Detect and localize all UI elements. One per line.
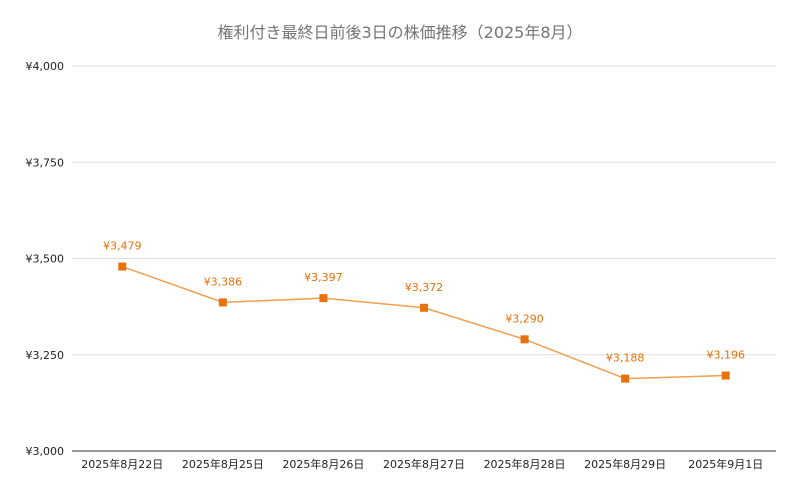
x-tick-label: 2025年8月26日: [282, 457, 364, 471]
y-tick-label: ¥3,500: [26, 253, 65, 266]
data-point: [319, 294, 328, 303]
data-point: [218, 298, 227, 307]
x-tick-label: 2025年8月27日: [383, 457, 465, 471]
data-label: ¥3,290: [505, 312, 544, 325]
data-labels: ¥3,479 ¥3,386 ¥3,397 ¥3,372 ¥3,290 ¥3,188 ¥3,1…: [103, 240, 745, 365]
gridlines: [72, 65, 776, 356]
x-axis-ticks: 2025年8月22日 2025年8月25日 2025年8月26日 2025年8月27日…: [81, 457, 763, 471]
x-tick-label: 2025年9月1日: [688, 457, 763, 471]
data-label: ¥3,397: [304, 271, 343, 284]
data-label: ¥3,479: [103, 240, 142, 253]
data-label: ¥3,196: [706, 349, 745, 362]
y-axis-ticks: ¥3,000 ¥3,250 ¥3,500 ¥3,750 ¥4,000: [26, 60, 65, 458]
y-tick-label: ¥3,750: [26, 156, 65, 169]
data-point: [621, 374, 630, 383]
data-point: [721, 371, 730, 380]
y-tick-label: ¥3,000: [26, 445, 65, 458]
data-point: [118, 262, 127, 271]
data-label: ¥3,386: [204, 275, 243, 288]
data-label: ¥3,372: [405, 281, 444, 294]
series-price: [118, 262, 730, 383]
x-tick-label: 2025年8月25日: [182, 457, 264, 471]
x-tick-label: 2025年8月29日: [584, 457, 666, 471]
chart-title: 権利付き最終日前後3日の株価推移（2025年8月）: [217, 23, 582, 42]
data-label: ¥3,188: [606, 352, 645, 365]
x-tick-label: 2025年8月22日: [81, 457, 163, 471]
data-point: [420, 303, 428, 312]
y-tick-label: ¥3,250: [26, 349, 65, 362]
data-point: [520, 335, 529, 344]
y-tick-label: ¥4,000: [26, 60, 65, 73]
x-tick-label: 2025年8月28日: [484, 457, 566, 471]
